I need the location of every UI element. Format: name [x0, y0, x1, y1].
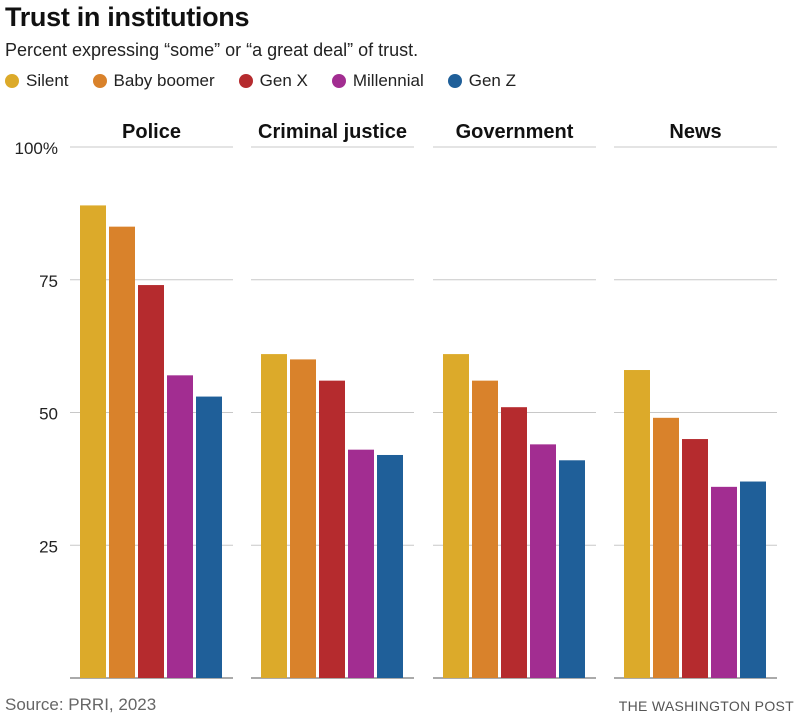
- legend-swatch: [92, 74, 107, 88]
- legend-label: Millennial: [352, 71, 424, 90]
- chart-subtitle: Percent expressing “some” or “a great de…: [5, 40, 419, 60]
- legend-item: Millennial: [331, 71, 424, 91]
- y-tick-label: 75: [39, 272, 58, 291]
- y-tick-label: 50: [39, 405, 58, 424]
- bar-millennial: [348, 449, 374, 678]
- bar-gen-z: [196, 396, 222, 678]
- bar-gen-z: [377, 454, 403, 678]
- legend-item: Gen Z: [447, 71, 516, 91]
- bar-baby-boomer: [653, 417, 679, 678]
- legend-item: Gen X: [238, 71, 308, 91]
- bar-gen-x: [138, 285, 164, 678]
- bar-millennial: [167, 375, 193, 678]
- bar-gen-x: [501, 407, 527, 678]
- bar-baby-boomer: [290, 359, 316, 678]
- legend-swatch: [331, 74, 346, 88]
- panel-title: News: [669, 121, 721, 143]
- legend-label: Gen X: [259, 71, 308, 90]
- legend-item: Baby boomer: [92, 71, 215, 91]
- legend: Silent Baby boomer Gen X Millennial Gen Z: [5, 71, 540, 91]
- bar-gen-x: [682, 439, 708, 678]
- legend-label: Baby boomer: [113, 71, 215, 90]
- bar-gen-z: [740, 481, 766, 678]
- source-note: Source: PRRI, 2023: [5, 695, 157, 714]
- legend-label: Silent: [26, 71, 69, 90]
- panel-title: Criminal justice: [258, 121, 407, 143]
- y-tick-label: 25: [39, 537, 58, 556]
- bar-gen-x: [319, 380, 345, 678]
- bar-silent: [624, 370, 650, 678]
- bar-silent: [443, 354, 469, 678]
- bar-baby-boomer: [109, 226, 135, 678]
- legend-swatch: [238, 74, 253, 88]
- legend-swatch: [447, 74, 462, 88]
- bar-baby-boomer: [472, 380, 498, 678]
- legend-swatch: [5, 74, 19, 88]
- panel-title: Police: [122, 121, 181, 143]
- panel-title: Government: [456, 121, 574, 143]
- bar-silent: [261, 354, 287, 678]
- bar-silent: [80, 205, 106, 678]
- legend-item: Silent: [5, 71, 69, 91]
- bar-millennial: [530, 444, 556, 678]
- bar-millennial: [711, 486, 737, 678]
- legend-label: Gen Z: [468, 71, 516, 90]
- bar-gen-z: [559, 460, 585, 678]
- chart-title: Trust in institutions: [5, 2, 250, 32]
- credit: THE WASHINGTON POST: [618, 698, 794, 714]
- y-tick-label: 100%: [15, 139, 58, 158]
